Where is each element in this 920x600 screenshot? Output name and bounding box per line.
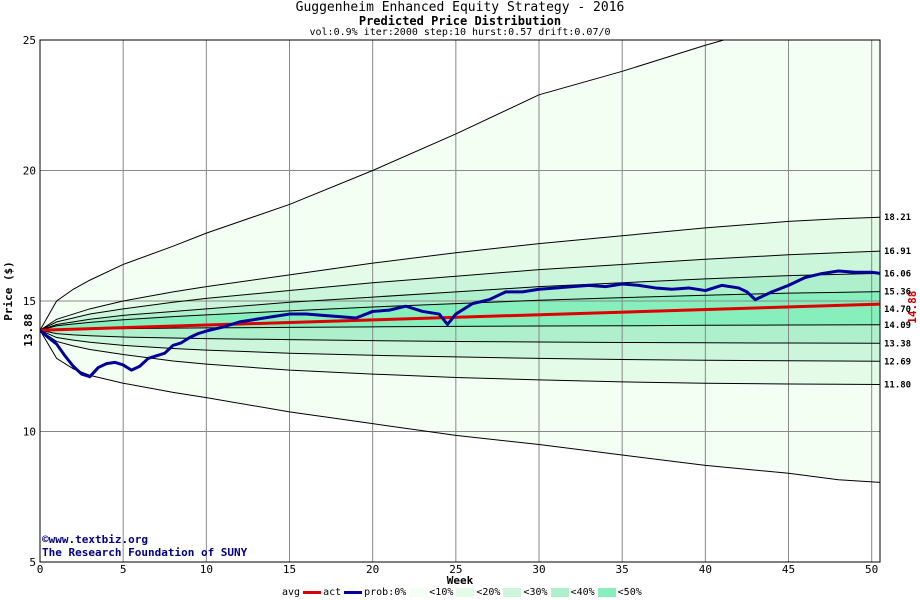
legend-b20-label: <20% <box>476 587 501 598</box>
end-value-label: 14.88 <box>906 291 919 324</box>
legend-prob-label: prob:0% <box>364 587 407 598</box>
percentile-line <box>40 329 880 344</box>
watermark-url: ©www.textbiz.org <box>42 533 148 546</box>
legend-band40-swatch <box>597 588 616 597</box>
x-tick-label: 20 <box>366 563 379 576</box>
right-percentile-label: 14.09 <box>884 321 911 331</box>
legend-act-swatch <box>344 591 363 594</box>
x-tick-label: 35 <box>616 563 629 576</box>
legend-b10-label: <10% <box>429 587 454 598</box>
plot-area <box>40 40 880 562</box>
x-tick-label: 30 <box>532 563 545 576</box>
series-act <box>40 269 880 379</box>
percentile-line <box>40 291 880 331</box>
x-tick-label: 5 <box>120 563 127 576</box>
series-avg <box>40 302 880 332</box>
legend-band10-swatch <box>456 588 475 597</box>
x-tick-label: 10 <box>200 563 213 576</box>
chart-subtitle: Predicted Price Distribution <box>358 14 562 28</box>
y-tick-label: 25 <box>23 34 36 47</box>
plot-frame <box>39 39 881 563</box>
chart-title: Guggenheim Enhanced Equity Strategy - 20… <box>295 0 625 15</box>
y-tick-label: 15 <box>23 295 36 308</box>
x-tick-label: 25 <box>449 563 462 576</box>
legend-b30-label: <30% <box>523 587 548 598</box>
legend-act-label: act <box>323 587 342 598</box>
right-percentile-label: 15.36 <box>884 288 911 298</box>
right-percentile-label: 16.06 <box>884 269 911 279</box>
percentile-line <box>40 40 726 331</box>
y-tick-label: 10 <box>23 426 36 439</box>
right-percentile-label: 14.70 <box>884 305 911 315</box>
legend-b50-label: <50% <box>617 587 642 598</box>
percentile-line <box>40 272 880 331</box>
percentile-line <box>40 329 880 386</box>
legend-avg-label: avg <box>282 587 301 598</box>
right-percentile-label: 13.38 <box>884 339 911 349</box>
x-tick-label: 15 <box>283 563 296 576</box>
right-percentile-label: 11.80 <box>884 381 911 391</box>
x-axis-label: Week <box>447 574 474 587</box>
right-percentile-label: 12.69 <box>884 357 911 367</box>
watermark: ©www.textbiz.org The Research Foundation… <box>42 533 247 559</box>
y-tick-label: 5 <box>29 556 36 569</box>
x-tick-label: 0 <box>37 563 44 576</box>
start-value-label: 13.88 <box>22 314 35 347</box>
chart-parameters: vol:0.9% iter:2000 step:10 hurst:0.57 dr… <box>309 27 611 38</box>
right-percentile-label: 16.91 <box>884 247 911 257</box>
right-percentile-label: 18.21 <box>884 213 911 223</box>
legend-band20-swatch <box>503 588 522 597</box>
y-axis-label: Price ($) <box>2 261 15 321</box>
y-tick-label: 20 <box>23 165 36 178</box>
legend-band0-swatch <box>409 588 428 597</box>
percentile-line <box>40 216 880 331</box>
x-tick-label: 40 <box>699 563 712 576</box>
legend-b40-label: <40% <box>570 587 595 598</box>
legend: avg act prob:0% <10% <20% <30% <40% <50% <box>282 587 643 598</box>
x-tick-label: 45 <box>782 563 795 576</box>
percentile-line <box>40 329 880 362</box>
percentile-line <box>40 250 880 331</box>
legend-band30-swatch <box>550 588 569 597</box>
watermark-org: The Research Foundation of SUNY <box>42 546 248 559</box>
legend-avg-swatch <box>303 591 322 594</box>
x-tick-label: 50 <box>865 563 878 576</box>
